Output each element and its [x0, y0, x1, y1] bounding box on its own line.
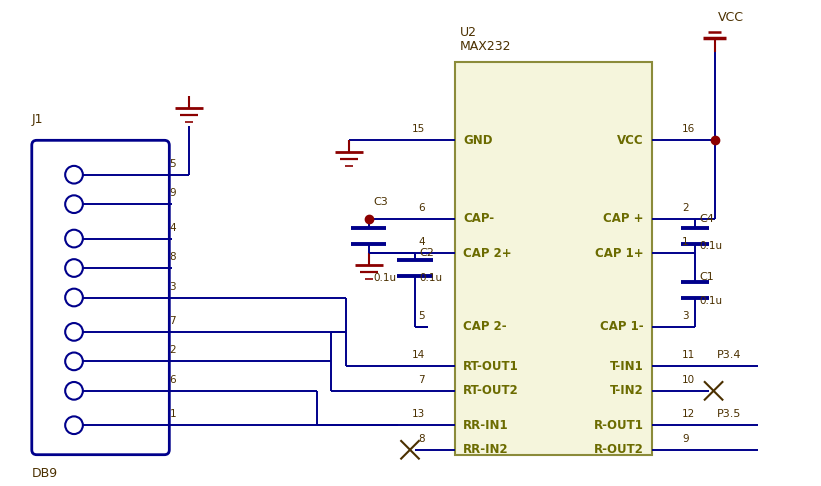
Text: 9: 9: [169, 188, 176, 198]
Text: CAP +: CAP +: [603, 212, 644, 226]
Text: 6: 6: [169, 375, 176, 385]
Text: VCC: VCC: [718, 11, 744, 24]
Text: T-IN1: T-IN1: [610, 360, 644, 373]
Text: 8: 8: [169, 252, 176, 262]
Text: C2: C2: [420, 248, 434, 258]
Text: 0.1u: 0.1u: [420, 273, 443, 283]
Text: CAP 2+: CAP 2+: [463, 247, 511, 260]
Text: C4: C4: [699, 214, 715, 225]
Text: 0.1u: 0.1u: [699, 296, 723, 306]
Text: GND: GND: [463, 134, 493, 147]
Text: J1: J1: [32, 113, 44, 125]
Text: MAX232: MAX232: [460, 40, 511, 53]
Text: 1: 1: [169, 409, 176, 419]
Text: 3: 3: [682, 311, 689, 321]
Text: P3.4: P3.4: [717, 350, 741, 361]
Text: CAP-: CAP-: [463, 212, 494, 226]
Text: 15: 15: [411, 124, 424, 135]
Text: RR-IN1: RR-IN1: [463, 419, 509, 432]
Text: 9: 9: [682, 434, 689, 444]
Text: 5: 5: [418, 311, 424, 321]
Text: 2: 2: [682, 203, 689, 213]
Text: 2: 2: [169, 346, 176, 355]
Text: U2: U2: [460, 26, 477, 39]
Text: VCC: VCC: [617, 134, 644, 147]
Text: 10: 10: [682, 375, 695, 385]
Text: CAP 1+: CAP 1+: [595, 247, 644, 260]
Text: 13: 13: [411, 409, 424, 419]
Text: 4: 4: [418, 237, 424, 247]
Text: CAP 2-: CAP 2-: [463, 320, 507, 333]
Text: 16: 16: [682, 124, 695, 135]
Text: 14: 14: [411, 350, 424, 361]
Text: 0.1u: 0.1u: [374, 273, 397, 283]
Text: 11: 11: [682, 350, 695, 361]
Text: CAP 1-: CAP 1-: [600, 320, 644, 333]
Text: T-IN2: T-IN2: [610, 384, 644, 398]
Text: 8: 8: [418, 434, 424, 444]
Text: R-OUT1: R-OUT1: [594, 419, 644, 432]
Text: 4: 4: [169, 223, 176, 233]
Text: 6: 6: [418, 203, 424, 213]
Text: R-OUT2: R-OUT2: [594, 443, 644, 456]
Text: RR-IN2: RR-IN2: [463, 443, 509, 456]
Text: 0.1u: 0.1u: [699, 241, 723, 251]
Text: DB9: DB9: [32, 468, 58, 481]
Text: 7: 7: [418, 375, 424, 385]
Text: C3: C3: [374, 197, 388, 207]
Text: 7: 7: [169, 316, 176, 326]
Text: 3: 3: [169, 281, 176, 292]
Text: C1: C1: [699, 272, 714, 282]
Text: 12: 12: [682, 409, 695, 419]
FancyBboxPatch shape: [32, 140, 169, 455]
Text: P3.5: P3.5: [717, 409, 741, 419]
Text: RT-OUT1: RT-OUT1: [463, 360, 519, 373]
Text: RT-OUT2: RT-OUT2: [463, 384, 519, 398]
Text: 1: 1: [682, 237, 689, 247]
Bar: [455, 62, 652, 455]
Text: 5: 5: [169, 159, 176, 169]
